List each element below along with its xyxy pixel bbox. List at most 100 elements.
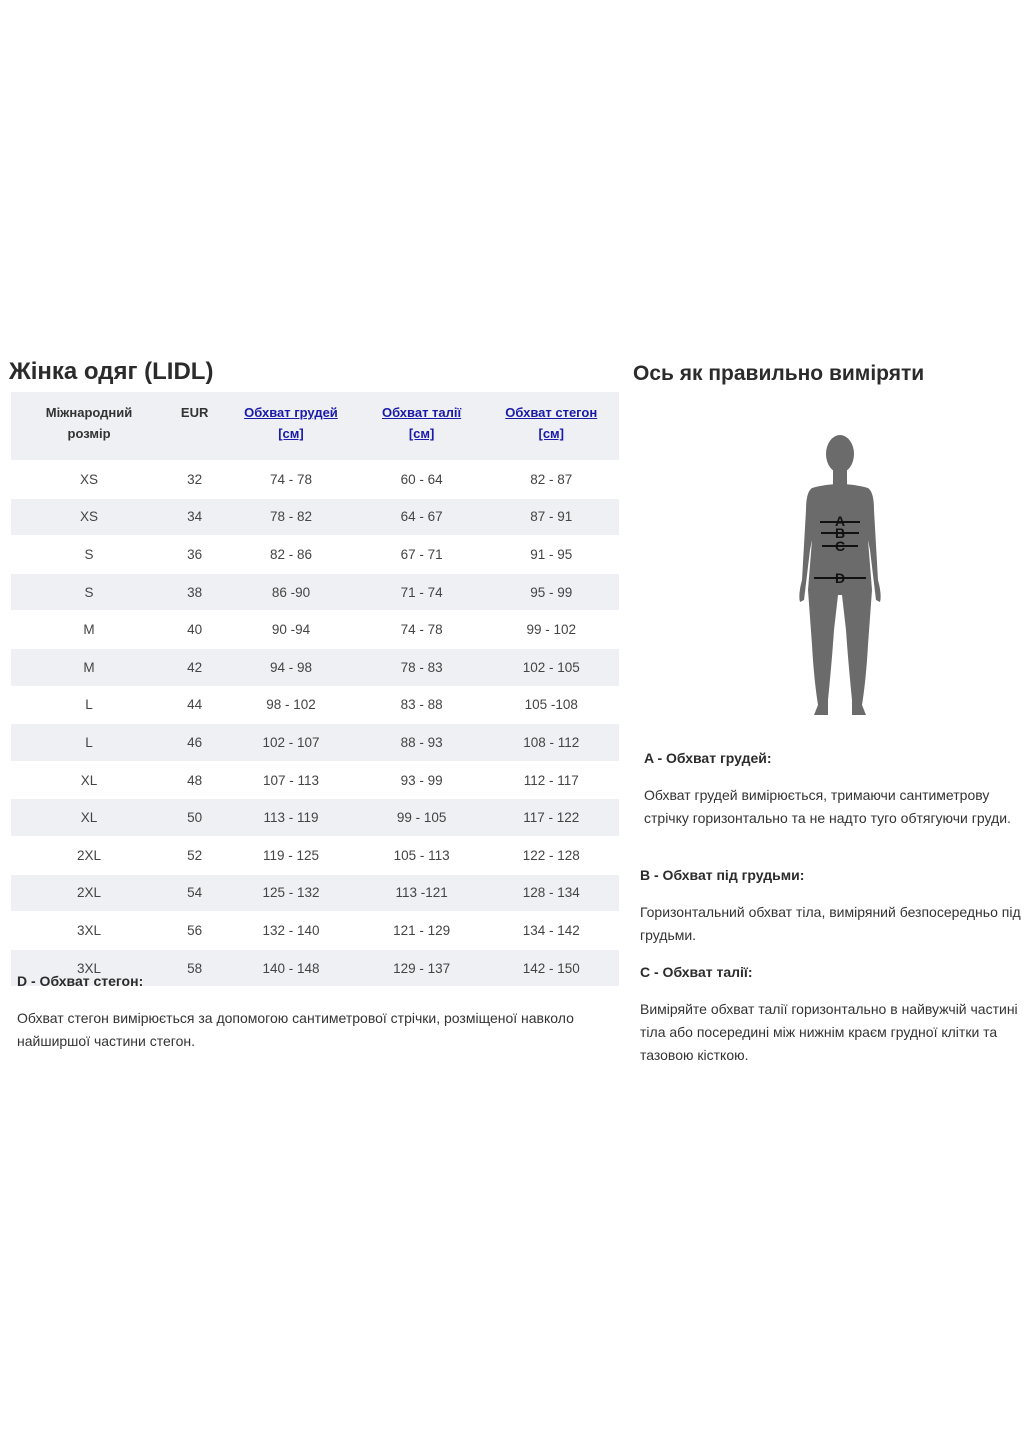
table-cell: 98 - 102 xyxy=(222,685,360,724)
table-cell: 132 - 140 xyxy=(222,911,360,950)
hips-text: Обхват стегон вимірюється за допомогою с… xyxy=(17,1010,574,1049)
table-cell: XL xyxy=(11,760,168,799)
table-cell: 121 - 129 xyxy=(359,911,484,950)
table-cell: 38 xyxy=(167,572,223,611)
table-cell: 52 xyxy=(167,835,223,875)
table-cell: 94 - 98 xyxy=(222,647,360,687)
label-b: B xyxy=(835,525,845,541)
table-cell: 128 - 134 xyxy=(483,873,619,912)
table-cell: L xyxy=(11,723,168,762)
table-cell: 112 - 117 xyxy=(483,760,619,799)
table-cell: 95 - 99 xyxy=(483,572,619,611)
table-cell: M xyxy=(11,610,168,649)
table-cell: 87 - 91 xyxy=(483,497,619,536)
table-cell: 50 xyxy=(167,798,223,837)
body-figure: A B C D xyxy=(790,430,890,725)
table-cell: 78 - 83 xyxy=(359,647,484,687)
header-waist[interactable]: Обхват талії [см] xyxy=(359,392,484,461)
table-cell: 102 - 107 xyxy=(222,723,360,762)
table-cell: 71 - 74 xyxy=(359,572,484,611)
table-cell: 48 xyxy=(167,760,223,799)
label-d: D xyxy=(835,570,845,586)
table-cell: 74 - 78 xyxy=(359,610,484,649)
table-cell: 119 - 125 xyxy=(222,835,360,875)
table-cell: 108 - 112 xyxy=(483,723,619,762)
table-row: M 42 94 - 98 78 - 83 102 - 105 xyxy=(11,647,619,687)
table-cell: 134 - 142 xyxy=(483,911,619,950)
table-cell: 42 xyxy=(167,647,223,687)
table-cell: XL xyxy=(11,798,168,837)
table-cell: 54 xyxy=(167,873,223,912)
table-row: M 40 90 -94 74 - 78 99 - 102 xyxy=(11,610,619,649)
table-cell: 140 - 148 xyxy=(222,948,360,987)
table-cell: 2XL xyxy=(11,835,168,875)
label-a: A xyxy=(835,513,845,529)
header-chest[interactable]: Обхват грудей [см] xyxy=(222,392,360,461)
table-row: L 44 98 - 102 83 - 88 105 -108 xyxy=(11,685,619,724)
table-row: 3XL 56 132 - 140 121 - 129 134 - 142 xyxy=(11,911,619,950)
table-cell: L xyxy=(11,685,168,724)
table-cell: 46 xyxy=(167,723,223,762)
table-cell: 99 - 102 xyxy=(483,610,619,649)
table-cell: 2XL xyxy=(11,873,168,912)
table-cell: 36 xyxy=(167,535,223,574)
measure-guide-title: Ось як правильно виміряти xyxy=(633,362,925,385)
table-cell: 32 xyxy=(167,460,223,499)
table-cell: 93 - 99 xyxy=(359,760,484,799)
table-cell: 113 - 119 xyxy=(222,798,360,837)
table-cell: M xyxy=(11,647,168,687)
table-cell: 113 -121 xyxy=(359,873,484,912)
table-cell: XS xyxy=(11,497,168,536)
table-cell: 88 - 93 xyxy=(359,723,484,762)
table-cell: 105 - 113 xyxy=(359,835,484,875)
table-cell: 102 - 105 xyxy=(483,647,619,687)
table-cell: S xyxy=(11,572,168,611)
table-cell: 64 - 67 xyxy=(359,497,484,536)
table-cell: 105 -108 xyxy=(483,685,619,724)
waist-heading: C - Обхват талії: xyxy=(640,964,753,980)
table-row: L 46 102 - 107 88 - 93 108 - 112 xyxy=(11,723,619,762)
table-cell: 78 - 82 xyxy=(222,497,360,536)
table-cell: 82 - 87 xyxy=(483,460,619,499)
table-cell: 34 xyxy=(167,497,223,536)
table-row: XL 48 107 - 113 93 - 99 112 - 117 xyxy=(11,760,619,799)
table-cell: 44 xyxy=(167,685,223,724)
table-cell: 125 - 132 xyxy=(222,873,360,912)
table-row: S 38 86 -90 71 - 74 95 - 99 xyxy=(11,572,619,611)
table-cell: 67 - 71 xyxy=(359,535,484,574)
table-cell: 86 -90 xyxy=(222,572,360,611)
hips-heading: D - Обхват стегон: xyxy=(17,973,144,989)
header-intl-size: Міжнародний розмір xyxy=(11,392,168,461)
table-header-row: Міжнародний розмір EUR Обхват грудей [см] … xyxy=(11,392,619,461)
table-cell: 82 - 86 xyxy=(222,535,360,574)
table-cell: 122 - 128 xyxy=(483,835,619,875)
table-row: S 36 82 - 86 67 - 71 91 - 95 xyxy=(11,535,619,574)
table-cell: 129 - 137 xyxy=(359,948,484,987)
underbust-text: Горизонтальний обхват тіла, виміряний бе… xyxy=(640,904,1021,943)
table-cell: 91 - 95 xyxy=(483,535,619,574)
table-cell: 74 - 78 xyxy=(222,460,360,499)
table-row: XS 34 78 - 82 64 - 67 87 - 91 xyxy=(11,497,619,536)
size-chart-title: Жінка одяг (LIDL) xyxy=(9,358,214,385)
table-row: XL 50 113 - 119 99 - 105 117 - 122 xyxy=(11,798,619,837)
table-cell: 90 -94 xyxy=(222,610,360,649)
chest-text: Обхват грудей вимірюється, тримаючи сант… xyxy=(644,787,1011,826)
table-cell: 58 xyxy=(167,948,223,987)
table-cell: 3XL xyxy=(11,948,168,987)
table-cell: 117 - 122 xyxy=(483,798,619,837)
table-cell: 40 xyxy=(167,610,223,649)
table-cell: 107 - 113 xyxy=(222,760,360,799)
header-hips[interactable]: Обхват стегон [см] xyxy=(483,392,619,461)
table-cell: 83 - 88 xyxy=(359,685,484,724)
table-row: 3XL 58 140 - 148 129 - 137 142 - 150 xyxy=(11,948,619,987)
table-cell: 3XL xyxy=(11,911,168,950)
table-cell: XS xyxy=(11,460,168,499)
table-cell: 99 - 105 xyxy=(359,798,484,837)
table-cell: S xyxy=(11,535,168,574)
table-cell: 56 xyxy=(167,911,223,950)
table-row: XS 32 74 - 78 60 - 64 82 - 87 xyxy=(11,460,619,499)
size-table: Міжнародний розмір EUR Обхват грудей [см] … xyxy=(11,392,619,987)
table-cell: 60 - 64 xyxy=(359,460,484,499)
header-eur: EUR xyxy=(167,392,223,461)
waist-text: Виміряйте обхват талії горизонтально в н… xyxy=(640,1001,1018,1063)
